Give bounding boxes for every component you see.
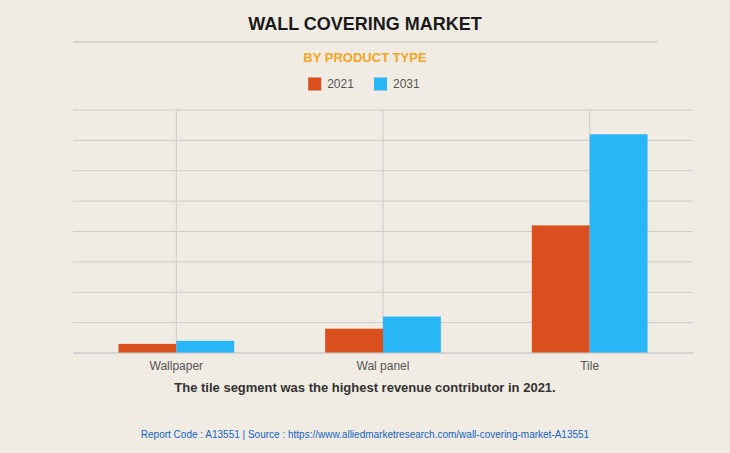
bar: [176, 341, 234, 353]
x-axis-line: [73, 353, 693, 354]
grid: [73, 110, 693, 353]
x-tick-label: Wallpaper: [150, 359, 204, 373]
x-grid-line: [176, 110, 177, 353]
legend-swatch: [374, 78, 387, 91]
legend-swatch: [308, 78, 321, 91]
legend-label: 2031: [393, 77, 420, 91]
bar: [532, 225, 590, 353]
y-grid-line: [73, 353, 693, 354]
legend-label: 2021: [327, 77, 354, 91]
bar: [590, 134, 648, 353]
annotation: The tile segment was the highest revenue…: [174, 380, 555, 395]
bar: [325, 329, 383, 353]
legend: 2021 2031: [308, 77, 420, 91]
subtitle: BY PRODUCT TYPE: [303, 50, 427, 65]
title: WALL COVERING MARKET: [248, 14, 482, 34]
source: Report Code : A13551 | Source : https://…: [141, 429, 590, 440]
x-tick-label: Wal panel: [357, 359, 410, 373]
bars: [118, 134, 647, 353]
x-tick-label: Tile: [580, 359, 599, 373]
background: [0, 0, 730, 453]
bar: [383, 317, 441, 353]
chart: WALL COVERING MARKETBY PRODUCT TYPE20212…: [0, 0, 730, 453]
bar: [118, 344, 176, 353]
title-rule: [73, 42, 657, 43]
